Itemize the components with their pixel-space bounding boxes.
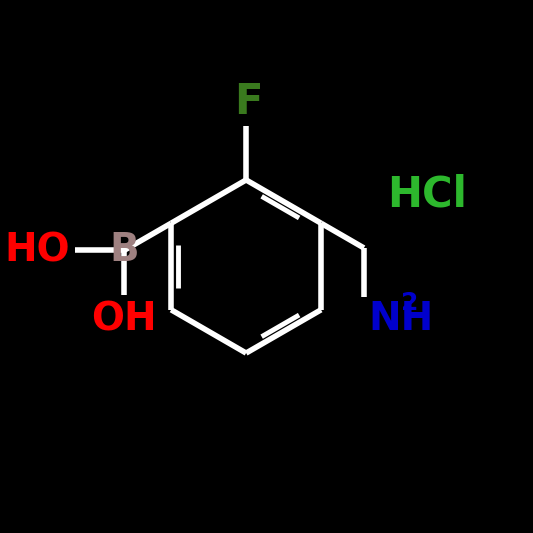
Text: OH: OH	[91, 301, 157, 339]
Text: 2: 2	[401, 292, 418, 316]
Text: B: B	[109, 231, 139, 269]
Text: HO: HO	[4, 231, 70, 269]
Text: NH: NH	[369, 300, 434, 338]
Text: HCl: HCl	[387, 174, 467, 216]
Text: F: F	[235, 81, 263, 123]
